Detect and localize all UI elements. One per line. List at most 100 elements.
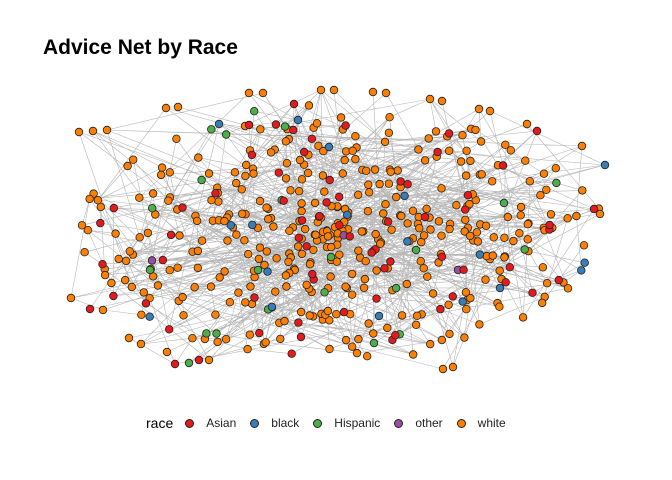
- graph-node-white: [282, 158, 292, 168]
- graph-node-asian: [300, 147, 309, 157]
- graph-node-white: [332, 310, 341, 319]
- graph-node-white: [375, 179, 384, 189]
- graph-node-asian: [271, 120, 281, 129]
- graph-node-white: [525, 176, 534, 186]
- graph-node-hispanic: [320, 288, 329, 297]
- graph-node-white: [579, 241, 589, 250]
- legend-label-white: white: [477, 416, 506, 430]
- graph-node-white: [193, 246, 203, 256]
- graph-node-asian: [420, 212, 430, 222]
- graph-node-white: [363, 352, 372, 361]
- graph-node-black: [226, 221, 235, 230]
- graph-node-black: [475, 250, 485, 259]
- graph-node-asian: [437, 252, 447, 261]
- graph-node-asian: [339, 307, 349, 317]
- graph-node-asian: [178, 203, 187, 212]
- graph-node-white: [360, 274, 370, 284]
- graph-node-white: [354, 246, 363, 255]
- graph-node-white: [380, 137, 390, 147]
- graph-node-black: [374, 311, 384, 321]
- graph-node-white: [175, 231, 184, 240]
- graph-node-white: [341, 335, 351, 345]
- graph-node-black: [580, 258, 589, 267]
- graph-node-white: [408, 206, 418, 215]
- legend-swatch-black: [250, 418, 260, 428]
- graph-node-white: [188, 334, 197, 343]
- graph-node-white: [551, 163, 560, 173]
- graph-node-white: [88, 126, 98, 136]
- graph-node-white: [431, 127, 441, 136]
- graph-node-white: [325, 344, 334, 354]
- graph-node-asian: [211, 189, 220, 198]
- graph-node-asian: [289, 125, 298, 135]
- graph-node-asian: [391, 331, 400, 340]
- graph-node-white: [297, 175, 307, 184]
- graph-node-white: [495, 302, 504, 311]
- graph-node-white: [281, 174, 291, 183]
- graph-node-white: [595, 209, 605, 219]
- graph-node-asian: [287, 349, 296, 358]
- graph-node-asian: [294, 318, 303, 327]
- legend-item-asian: Asian: [185, 416, 236, 430]
- graph-node-asian: [498, 161, 508, 170]
- graph-node-white: [302, 280, 311, 290]
- graph-node-white: [192, 216, 202, 226]
- graph-node-hispanic: [253, 265, 263, 275]
- legend-label-black: black: [271, 416, 300, 430]
- graph-node-white: [363, 206, 373, 216]
- graph-node-white: [245, 330, 255, 339]
- graph-node-white: [194, 153, 203, 162]
- graph-node-white: [326, 272, 335, 281]
- graph-node-white: [161, 103, 171, 113]
- graph-node-white: [409, 350, 418, 359]
- graph-node-asian: [170, 359, 180, 369]
- graph-node-white: [316, 85, 326, 95]
- graph-node-asian: [325, 175, 334, 185]
- graph-node-white: [500, 233, 509, 242]
- legend-item-other: other: [394, 416, 443, 430]
- graph-node-white: [232, 230, 241, 239]
- graph-node-white: [420, 156, 430, 165]
- graph-node-hispanic: [391, 283, 401, 293]
- graph-node-white: [364, 180, 373, 189]
- graph-node-white: [231, 178, 241, 188]
- graph-node-asian: [459, 265, 468, 274]
- graph-node-asian: [589, 204, 599, 214]
- graph-node-asian: [297, 216, 307, 225]
- graph-node-asian: [244, 120, 254, 130]
- graph-node-white: [481, 275, 490, 284]
- graph-node-asian: [501, 278, 510, 287]
- graph-node-white: [381, 199, 390, 209]
- graph-node-hispanic: [221, 130, 231, 139]
- graph-node-white: [246, 282, 255, 291]
- graph-node-white: [335, 250, 344, 259]
- legend-title: race: [146, 415, 174, 431]
- graph-node-white: [538, 263, 548, 272]
- graph-node-white: [153, 281, 163, 290]
- graph-node-white: [272, 254, 281, 263]
- graph-node-hispanic: [184, 358, 194, 368]
- graph-node-white: [521, 156, 530, 165]
- graph-node-white: [476, 137, 486, 146]
- graph-node-asian: [345, 232, 354, 241]
- graph-node-white: [220, 267, 229, 276]
- graph-node-black: [400, 191, 409, 201]
- graph-node-white: [124, 333, 134, 343]
- graph-node-hispanic: [520, 245, 529, 254]
- graph-node-white: [500, 253, 509, 262]
- graph-node-white: [489, 233, 498, 242]
- graph-node-hispanic: [145, 265, 155, 275]
- graph-node-white: [495, 266, 504, 275]
- graph-node-white: [539, 169, 549, 178]
- graph-node-white: [473, 237, 483, 246]
- graph-node-white: [213, 337, 222, 347]
- graph-node-white: [261, 338, 270, 347]
- graph-node-white: [121, 256, 131, 266]
- graph-node-white: [351, 154, 360, 164]
- plot-title: Advice Net by Race: [43, 36, 238, 59]
- graph-node-asian: [164, 325, 174, 334]
- graph-node-asian: [341, 121, 350, 130]
- graph-node-white: [403, 219, 412, 228]
- graph-node-white: [157, 163, 167, 172]
- graph-node-white: [190, 283, 199, 292]
